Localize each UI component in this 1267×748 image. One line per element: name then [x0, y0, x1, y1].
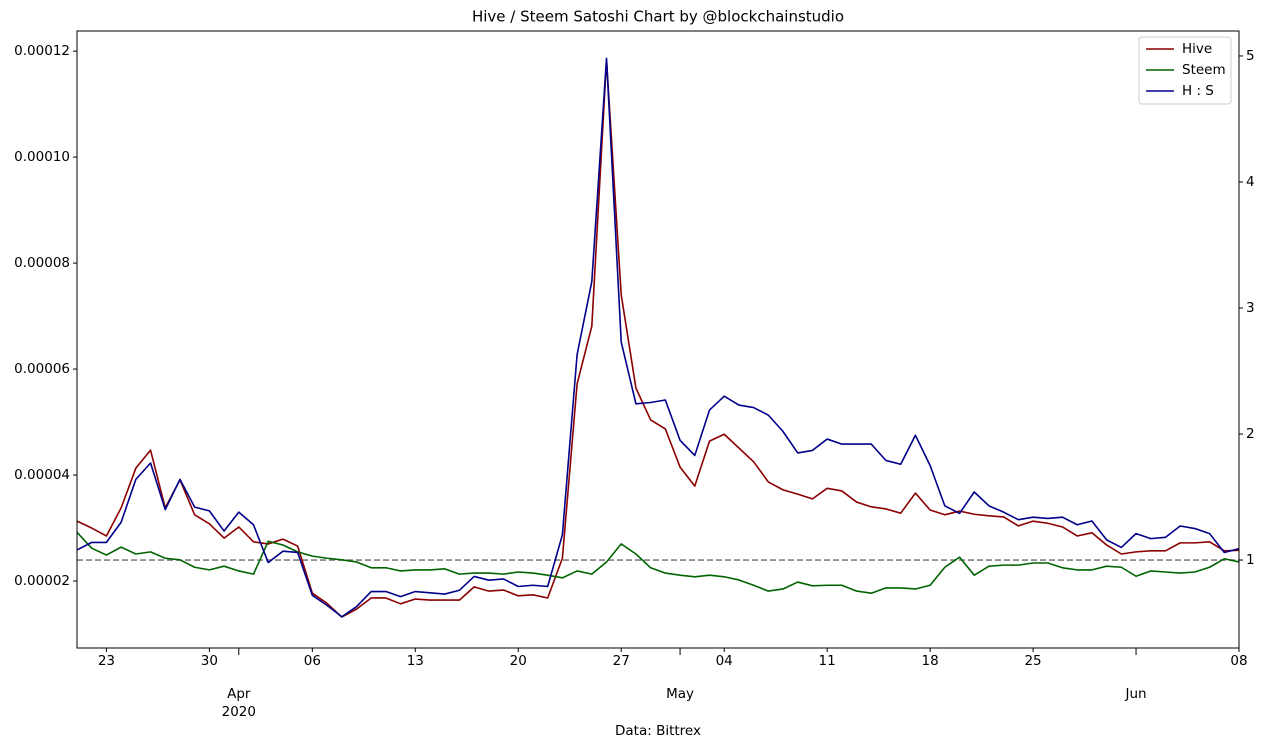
x-tick-label: 06	[304, 653, 321, 669]
series-line	[76, 57, 1240, 618]
x-tick-label: 18	[922, 653, 939, 669]
legend-label: H : S	[1182, 83, 1214, 99]
x-axis-label: Data: Bittrex	[615, 723, 701, 739]
x-tick-label: 20	[510, 653, 527, 669]
y-tick-label: 0.00012	[14, 43, 70, 59]
x-tick-label: 04	[716, 653, 733, 669]
x-major-tick-label: Apr 2020	[222, 686, 256, 720]
y-tick-label: 0.00010	[14, 149, 70, 165]
series-line	[76, 59, 1240, 618]
series-line	[76, 531, 1240, 595]
x-tick-label: 11	[819, 653, 836, 669]
y-tick-label: 0.00008	[14, 255, 70, 271]
x-tick-label: 08	[1230, 653, 1247, 669]
y-tick-label: 0.00002	[14, 573, 70, 589]
plot-frame	[76, 30, 1240, 649]
x-tick-label: 30	[201, 653, 218, 669]
legend-box	[1138, 36, 1232, 105]
y2-tick-label: 5	[1246, 48, 1255, 64]
x-tick-label: 25	[1024, 653, 1041, 669]
y2-tick-label: 1	[1246, 552, 1255, 568]
y2-tick-label: 4	[1246, 174, 1255, 190]
x-tick-label: 27	[613, 653, 630, 669]
x-major-tick-label: May	[666, 686, 694, 702]
y2-tick-label: 3	[1246, 300, 1255, 316]
y-tick-label: 0.00006	[14, 361, 70, 377]
chart-title: Hive / Steem Satoshi Chart by @blockchai…	[472, 8, 844, 26]
x-major-tick-label: Jun	[1124, 686, 1146, 702]
y2-tick-label: 2	[1246, 426, 1255, 442]
legend-label: Steem	[1182, 62, 1226, 78]
y-tick-label: 0.00004	[14, 467, 70, 483]
x-tick-label: 13	[407, 653, 424, 669]
legend-label: Hive	[1182, 41, 1212, 57]
x-tick-label: 23	[98, 653, 115, 669]
